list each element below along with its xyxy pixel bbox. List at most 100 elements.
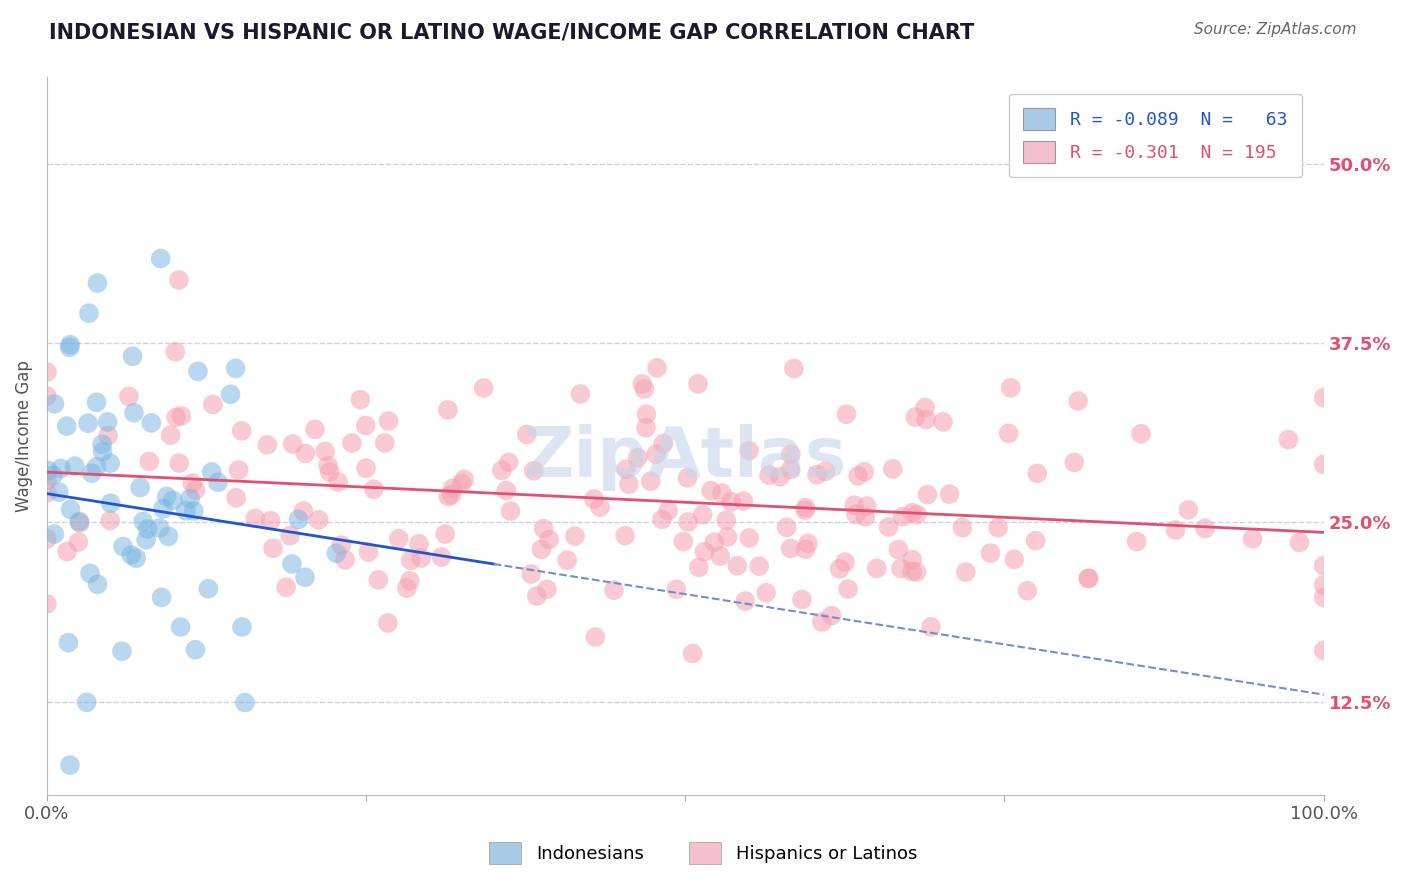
Point xyxy=(533,522,555,536)
Point xyxy=(814,464,837,478)
Point xyxy=(159,428,181,442)
Point xyxy=(779,447,801,461)
Point xyxy=(165,344,187,359)
Point xyxy=(779,541,801,556)
Point xyxy=(179,491,201,506)
Point xyxy=(136,522,159,536)
Point xyxy=(120,548,142,562)
Point xyxy=(225,361,247,376)
Point xyxy=(790,592,813,607)
Point xyxy=(703,535,725,549)
Point xyxy=(453,472,475,486)
Point xyxy=(672,534,695,549)
Point xyxy=(308,513,330,527)
Point xyxy=(111,644,134,658)
Point xyxy=(162,493,184,508)
Point xyxy=(132,514,155,528)
Point xyxy=(837,582,859,596)
Point xyxy=(915,412,938,426)
Point xyxy=(48,485,70,500)
Point xyxy=(617,477,640,491)
Point xyxy=(472,381,495,395)
Point xyxy=(49,461,72,475)
Point xyxy=(59,502,82,516)
Point xyxy=(63,459,86,474)
Point xyxy=(952,521,974,535)
Point xyxy=(811,615,834,629)
Point xyxy=(932,415,955,429)
Point xyxy=(201,397,224,411)
Point xyxy=(167,273,190,287)
Point xyxy=(231,620,253,634)
Point xyxy=(98,514,121,528)
Point xyxy=(853,465,876,479)
Point xyxy=(430,550,453,565)
Point xyxy=(1312,558,1334,573)
Point xyxy=(845,508,868,522)
Point xyxy=(564,529,586,543)
Point xyxy=(844,498,866,512)
Point xyxy=(97,415,120,429)
Point xyxy=(738,443,761,458)
Point xyxy=(498,455,520,469)
Point xyxy=(794,503,817,517)
Point xyxy=(1312,458,1334,472)
Point xyxy=(633,382,655,396)
Point xyxy=(121,349,143,363)
Text: Source: ZipAtlas.com: Source: ZipAtlas.com xyxy=(1194,22,1357,37)
Point xyxy=(399,574,422,588)
Point xyxy=(1312,391,1334,405)
Point xyxy=(645,447,668,461)
Text: ZipAtlas: ZipAtlas xyxy=(523,425,846,491)
Point xyxy=(76,695,98,709)
Point xyxy=(150,591,173,605)
Point xyxy=(1288,535,1310,549)
Point xyxy=(523,464,546,478)
Point xyxy=(79,566,101,581)
Legend: Indonesians, Hispanics or Latinos: Indonesians, Hispanics or Latinos xyxy=(474,828,932,879)
Point xyxy=(440,488,463,502)
Point xyxy=(86,276,108,290)
Point xyxy=(640,474,662,488)
Point xyxy=(183,504,205,518)
Point xyxy=(987,521,1010,535)
Point xyxy=(228,463,250,477)
Point xyxy=(920,620,942,634)
Point xyxy=(262,541,284,556)
Point xyxy=(882,462,904,476)
Point xyxy=(877,520,900,534)
Point xyxy=(314,444,336,458)
Point xyxy=(636,407,658,421)
Y-axis label: Wage/Income Gap: Wage/Income Gap xyxy=(15,360,32,512)
Point xyxy=(1312,643,1334,657)
Point xyxy=(716,530,738,544)
Point xyxy=(530,542,553,557)
Point xyxy=(748,559,770,574)
Point xyxy=(634,420,657,434)
Point xyxy=(520,566,543,581)
Point xyxy=(80,466,103,480)
Point xyxy=(86,459,108,474)
Point xyxy=(866,561,889,575)
Point xyxy=(58,635,80,649)
Point xyxy=(388,532,411,546)
Point xyxy=(276,580,298,594)
Point xyxy=(846,469,869,483)
Point xyxy=(1125,534,1147,549)
Point xyxy=(174,504,197,518)
Point xyxy=(377,414,399,428)
Point xyxy=(1026,467,1049,481)
Point xyxy=(437,490,460,504)
Point xyxy=(794,542,817,557)
Point xyxy=(516,427,538,442)
Point xyxy=(1164,523,1187,537)
Point xyxy=(441,481,464,495)
Point xyxy=(495,483,517,498)
Point xyxy=(1077,571,1099,585)
Point xyxy=(734,594,756,608)
Point xyxy=(287,512,309,526)
Point xyxy=(367,573,389,587)
Point xyxy=(887,542,910,557)
Point xyxy=(631,376,654,391)
Point xyxy=(59,337,82,351)
